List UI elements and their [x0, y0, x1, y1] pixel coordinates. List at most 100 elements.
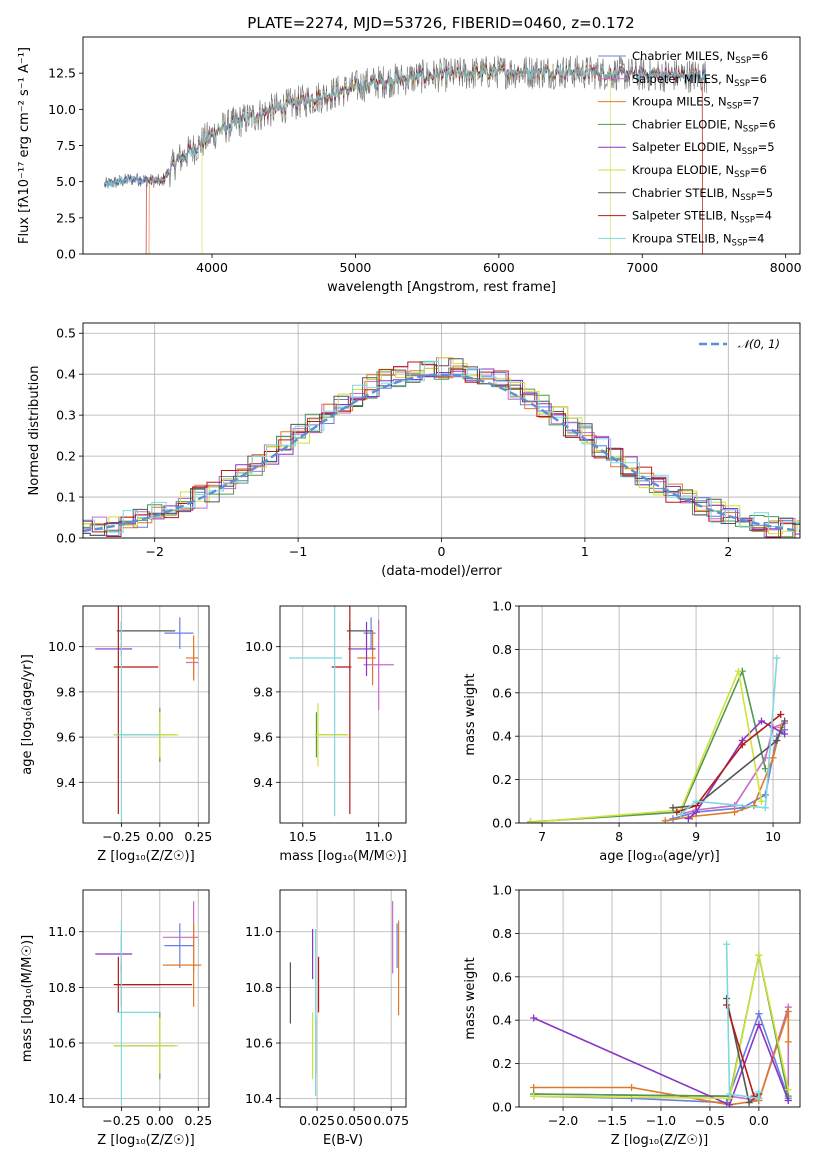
y-tick-label: 10.4	[48, 1091, 76, 1106]
x-axis-label: Z [log₁₀(Z/Z☉)]	[97, 1133, 194, 1148]
legend-nssp-value: =5	[758, 140, 775, 154]
panel-mass-vs-Z: −0.25 0.00 0.25 10.4 10.6 10.8 11.0 Z [log₁₀(Z/…	[20, 889, 212, 1148]
legend-nssp-value: =6	[750, 163, 767, 177]
legend-model-name: Chabrier MILES,	[632, 49, 727, 63]
mass-weight-marker	[750, 1092, 758, 1100]
y-tick-label: 2.5	[56, 210, 76, 225]
x-tick-label: 10	[765, 829, 781, 844]
y-tick-label: 5.0	[56, 174, 76, 189]
mass-weight-marker	[784, 1086, 792, 1094]
mass-weight-marker	[669, 804, 677, 812]
mass-weight-marker	[628, 1083, 636, 1091]
mass-weight-marker	[684, 815, 692, 823]
legend-nssp-value: =5	[756, 186, 773, 200]
y-tick-label: 9.4	[253, 775, 273, 790]
errorbar-point-9	[289, 606, 343, 817]
x-tick-label: 0.050	[336, 1113, 372, 1128]
x-tick-label: −1.5	[597, 1113, 627, 1128]
mass-weight-marker	[661, 817, 669, 823]
y-tick-label: 9.4	[56, 775, 76, 790]
mass-weight-marker	[723, 995, 731, 1002]
legend-nssp-sub: SSP	[739, 216, 755, 226]
plot-area-age-vs-mass	[289, 606, 394, 817]
x-axis-label: age [log₁₀(age/yr)]	[599, 849, 720, 864]
observed-spectrum	[104, 55, 708, 189]
legend-nssp-label: N	[723, 231, 732, 245]
x-tick-label: −2	[145, 544, 163, 559]
mass-weight-marker	[755, 1010, 763, 1018]
y-axis-label: mass [log₁₀(M/M☉)]	[20, 935, 35, 1062]
mass-weight-marker	[530, 1014, 538, 1022]
y-tick-label: 10.0	[48, 102, 76, 117]
mass-weight-marker	[750, 802, 758, 810]
axes-frame	[82, 322, 801, 539]
legend-model-name: Salpeter ELODIE,	[632, 140, 733, 154]
figure-title: PLATE=2274, MJD=53726, FIBERID=0460, z=0…	[247, 14, 634, 32]
residual-histogram-3	[83, 365, 800, 532]
panel-residuals: −2 −1 0 1 2 0.0 0.1 0.2 0.3 0.4 0.5 (data-model)/er…	[27, 322, 801, 579]
errorbar-point-7	[116, 621, 176, 640]
mass-weight-series-9	[680, 658, 778, 815]
legend-entry: Chabrier ELODIE, NSSP=6	[632, 117, 776, 134]
residual-histogram-5	[83, 368, 800, 538]
errorbar-point-5	[95, 642, 133, 656]
x-tick-label: 1	[581, 544, 589, 559]
y-axis-label: Flux [fλ10⁻¹⁷ erg cm⁻² s⁻¹ A⁻¹]	[17, 47, 32, 244]
mass-weight-marker	[723, 940, 731, 948]
y-tick-label: 0.2	[492, 772, 512, 787]
legend-nssp-sub: SSP	[732, 238, 748, 248]
mass-weight-series-3	[665, 727, 782, 822]
x-tick-label: −0.5	[695, 1113, 725, 1128]
mass-weight-marker	[769, 754, 777, 762]
mass-weight-marker	[731, 808, 739, 816]
mass-weight-marker	[761, 804, 769, 812]
y-tick-label: 0.6	[492, 685, 512, 700]
legend-nssp-label: N	[730, 209, 739, 223]
y-tick-label: 11.0	[48, 924, 76, 939]
mass-weight-marker	[673, 808, 681, 816]
panel-massweight-vs-Z: −2.0 −1.5 −1.0 −0.5 0.0 0.0 0.2 0.4 0.6 0.8 1.0 Z […	[463, 883, 801, 1148]
legend-nssp-value: =4	[755, 209, 772, 223]
panel-age-vs-mass: 10.5 11.0 9.4 9.6 9.8 10.0 mass [log₁₀(M/M☉)]	[245, 605, 407, 864]
mass-weight-marker	[773, 737, 781, 745]
plot-area-mass-vs-ebv	[289, 901, 400, 1096]
mass-weight-marker	[755, 1088, 763, 1096]
y-tick-label: 10.6	[245, 1036, 273, 1051]
legend-entry: Chabrier MILES, NSSP=6	[632, 49, 768, 66]
legend-nssp-label: N	[718, 95, 727, 109]
y-axis-label: mass weight	[463, 957, 478, 1039]
model-spectrum-3	[148, 63, 703, 254]
panel-massweight-vs-age: 7 8 9 10 0.0 0.2 0.4 0.6 0.8 1.0 age [log₁₀(age/yr…	[463, 599, 801, 864]
mass-weight-marker	[726, 1090, 734, 1098]
y-axis-label: Normed distribution	[27, 366, 42, 496]
mass-weight-marker	[755, 1094, 763, 1102]
y-tick-label: 7.5	[56, 138, 76, 153]
plot-area-massweight-vs-Z	[530, 940, 792, 1107]
axes-frame	[82, 605, 210, 824]
x-tick-label: 5000	[340, 260, 372, 275]
errorbar-point-9	[116, 920, 160, 1105]
errorbar-point-1	[164, 923, 194, 968]
errorbar-point-7	[346, 621, 373, 640]
axes-frame	[518, 605, 801, 824]
legend-entry: Kroupa STELIB, NSSP=4	[632, 231, 764, 248]
legend-nssp-value: =6	[750, 72, 767, 86]
x-tick-label: 10.5	[289, 829, 317, 844]
x-tick-label: 0	[438, 544, 446, 559]
y-tick-label: 9.6	[56, 730, 76, 745]
legend-nssp-label: N	[725, 163, 734, 177]
x-tick-label: 11.0	[365, 829, 393, 844]
y-tick-label: 12.5	[48, 66, 76, 81]
errorbar-point-9	[116, 621, 160, 823]
mass-weight-marker	[784, 1008, 792, 1016]
y-tick-label: 0.0	[56, 531, 76, 546]
mass-weight-marker	[692, 808, 700, 816]
x-tick-label: 9	[692, 829, 700, 844]
y-tick-label: 0.1	[56, 490, 76, 505]
mass-weight-marker	[628, 1094, 636, 1102]
x-tick-label: 7	[538, 829, 546, 844]
mass-weight-marker	[784, 1038, 792, 1046]
mass-weight-series-7	[672, 720, 786, 809]
errorbar-point-3	[162, 923, 202, 1007]
axes-frame	[279, 889, 407, 1108]
